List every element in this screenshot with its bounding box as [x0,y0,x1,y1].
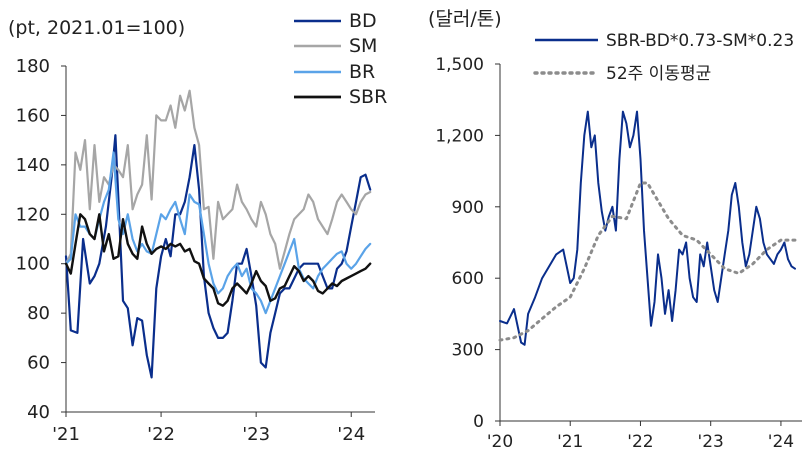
right-x-tick-label: '24 [768,432,794,450]
right-series-lines [498,110,797,346]
legend-label: BR [349,61,375,83]
right-x-tick-labels: '20 '21 '22 '23 '24 [487,421,794,450]
legend-label: BD [349,10,377,32]
left-x-tick-label: '23 [242,424,270,445]
left-y-tick-label: 140 [16,155,50,176]
left-series-lines [64,89,372,379]
left-x-tick-labels: '21 '22 '23 '24 [52,412,365,445]
right-legend: SBR-BD*0.73-SM*0.23 52주 이동평균 [533,31,794,84]
right-y-tick-label: 1,500 [435,55,484,75]
right-x-tick-label: '21 [557,432,583,450]
left-legend: BD SM BR SBR [294,10,387,108]
right-x-tick-label: '20 [487,432,513,450]
left-x-tick-label: '21 [52,424,80,445]
legend-label: SM [349,35,377,57]
left-y-tick-label: 100 [16,254,50,275]
left-y-tick-labels: 40 60 80 100 120 140 160 180 [16,56,66,423]
chart-right: (달러/톤) 0 300 600 900 1,200 1,500 '20 '21 '22 '23… [428,8,802,450]
right-y-tick-label: 1,200 [435,126,484,146]
left-y-tick-label: 60 [27,353,50,374]
series-line-sm [64,89,372,270]
right-y-tick-label: 900 [452,198,484,218]
left-y-tick-label: 180 [16,56,50,77]
series-line-sbr-bd-0-73-sm-0-23 [499,110,796,346]
right-y-tick-label: 300 [452,341,484,361]
right-x-tick-label: '23 [698,432,724,450]
legend-label: SBR-BD*0.73-SM*0.23 [606,31,794,51]
legend-label: 52주 이동평균 [606,64,711,84]
series-line-br [64,151,372,315]
left-y-tick-label: 120 [16,204,50,225]
chart-left: (pt, 2021.01=100) 406080100120140160180 … [8,10,387,445]
series-line-bd [64,134,372,379]
left-x-tick-label: '22 [147,424,175,445]
right-y-tick-label: 0 [473,412,484,432]
series-line-52주-이동평균 [498,181,797,342]
right-y-tick-label: 600 [452,269,484,289]
left-y-tick-label: 160 [16,105,50,126]
right-x-tick-label: '22 [627,432,653,450]
legend-label: SBR [349,86,387,108]
series-line-sbr [64,213,372,307]
left-y-tick-label: 80 [27,303,50,324]
right-y-tick-labels: 0 300 600 900 1,200 1,500 [435,55,500,432]
left-x-tick-label: '24 [337,424,365,445]
left-y-tick-label: 40 [27,402,50,423]
right-unit-label: (달러/톤) [428,8,502,30]
left-unit-label: (pt, 2021.01=100) [8,17,185,39]
